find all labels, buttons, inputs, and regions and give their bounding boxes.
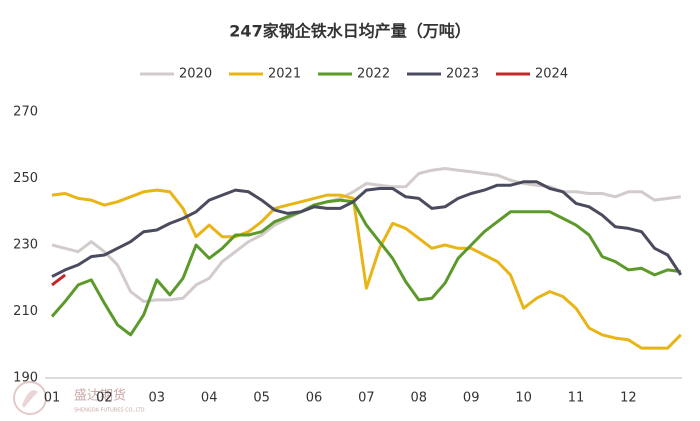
series-line (51, 188, 682, 350)
x-tick-label: 12 (620, 391, 637, 406)
series-line (51, 180, 683, 278)
series-line (50, 198, 681, 337)
x-tick-label: 08 (411, 391, 428, 406)
x-tick-label: 06 (306, 391, 323, 406)
x-tick-label: 09 (463, 391, 480, 406)
watermark-text: 盛达期货 (74, 388, 126, 404)
y-tick-label: 270 (13, 105, 38, 120)
x-tick-label: 02 (96, 391, 113, 406)
chart-title: 247家钢企铁水日均产量（万吨） (229, 22, 470, 41)
series-line (51, 273, 67, 287)
logo-shape (22, 390, 38, 408)
watermark-subtext: SHENGDA FUTURES CO.,LTD. (74, 408, 147, 414)
x-tick-label: 11 (568, 391, 585, 406)
legend-label: 2020 (179, 67, 212, 82)
legend-label: 2021 (268, 67, 301, 82)
x-tick-label: 10 (515, 391, 532, 406)
y-tick-label: 230 (13, 238, 38, 253)
y-tick-label: 210 (13, 304, 38, 319)
watermark (13, 381, 47, 415)
x-tick-label: 07 (358, 391, 375, 406)
y-tick-label: 250 (13, 171, 38, 186)
logo (13, 381, 47, 415)
legend-label: 2024 (535, 67, 568, 82)
series-line (51, 167, 681, 303)
x-tick-label: 05 (253, 391, 270, 406)
legend-label: 2023 (446, 67, 479, 82)
x-tick-label: 01 (44, 391, 61, 406)
x-tick-label: 03 (149, 391, 166, 406)
legend-label: 2022 (357, 67, 390, 82)
x-tick-label: 04 (201, 391, 218, 406)
y-tick-label: 190 (13, 371, 38, 386)
